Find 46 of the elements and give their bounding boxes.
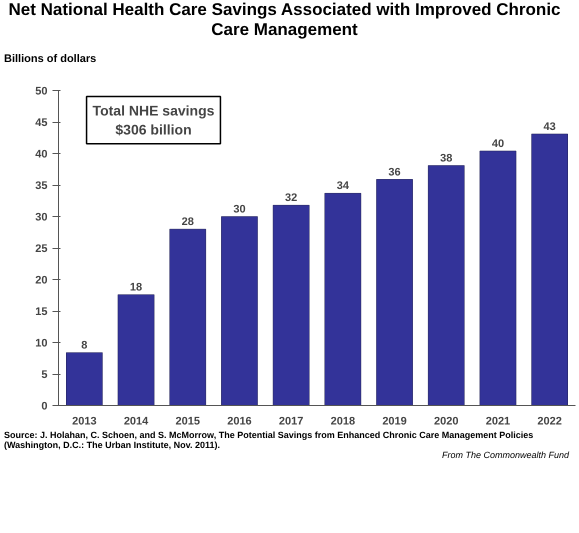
y-tick-label: 35 bbox=[35, 180, 48, 192]
data-label: 8 bbox=[81, 340, 88, 352]
bar bbox=[324, 192, 362, 406]
data-label: 40 bbox=[492, 138, 504, 150]
y-tick-label: 30 bbox=[35, 212, 48, 224]
bar bbox=[169, 228, 206, 406]
y-tick-label: 40 bbox=[35, 148, 48, 160]
y-tick-label: 25 bbox=[35, 243, 48, 255]
data-label: 38 bbox=[440, 152, 452, 164]
y-tick-label: 0 bbox=[41, 400, 48, 412]
bar bbox=[480, 150, 516, 406]
x-tick-label: 2014 bbox=[124, 416, 150, 428]
y-tick-label: 20 bbox=[35, 274, 48, 286]
data-label: 36 bbox=[388, 166, 401, 178]
x-tick-label: 2020 bbox=[434, 416, 458, 428]
x-tick-label: 2021 bbox=[486, 416, 510, 428]
y-tick-label: 45 bbox=[35, 117, 48, 129]
x-tick-label: 2022 bbox=[537, 416, 562, 428]
x-tick-label: 2018 bbox=[330, 416, 356, 428]
bar bbox=[272, 204, 310, 406]
bar bbox=[66, 352, 103, 406]
source-note: Source: J. Holahan, C. Schoen, and S. McMorrow, The Potential Savings from Enhanced Chronic Care Management Policies (Washington, D.C.: The Urban Institute, Nov. 2011). bbox=[4, 430, 534, 450]
data-label: 32 bbox=[285, 192, 298, 204]
y-tick-label: 15 bbox=[35, 306, 48, 318]
data-label: 34 bbox=[336, 180, 350, 192]
bar bbox=[428, 165, 465, 406]
data-label: 18 bbox=[130, 282, 142, 294]
annotation: Total NHE savings $306 billion bbox=[92, 102, 215, 138]
data-label: 43 bbox=[544, 120, 556, 133]
x-tick-label: 2013 bbox=[72, 416, 97, 428]
x-tick-label: 2019 bbox=[382, 416, 407, 428]
data-label: 28 bbox=[182, 216, 194, 228]
data-label: 30 bbox=[233, 204, 246, 216]
bar bbox=[531, 134, 568, 406]
bar bbox=[221, 216, 258, 406]
chart-title: Net National Health Care Savings Associated with Improved Chronic Care Management bbox=[8, 0, 562, 40]
y-tick-label: 50 bbox=[35, 86, 48, 98]
bar bbox=[118, 294, 154, 406]
text: From The Commonwealth Fund bbox=[440, 450, 569, 460]
y-axis-title: Billions of dollars bbox=[3, 53, 96, 65]
x-tick-label: 2017 bbox=[278, 416, 304, 428]
y-tick-label: 10 bbox=[35, 338, 48, 350]
x-tick-label: 2016 bbox=[227, 416, 252, 428]
x-tick-label: 2015 bbox=[176, 416, 200, 428]
bar bbox=[376, 179, 413, 406]
y-tick-label: 5 bbox=[41, 369, 48, 381]
